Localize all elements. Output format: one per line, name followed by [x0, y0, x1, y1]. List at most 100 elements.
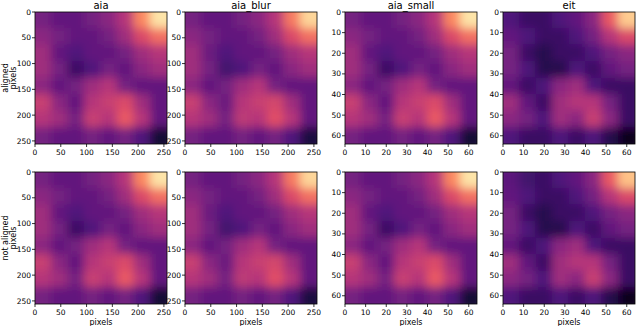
- cell: [411, 287, 429, 304]
- cell: [300, 188, 317, 206]
- cell: [460, 78, 477, 96]
- cell: [585, 238, 603, 256]
- y-tick: [32, 300, 35, 301]
- cell: [503, 172, 520, 189]
- cell: [394, 271, 412, 289]
- y-tick-label: 0: [26, 8, 31, 17]
- cell: [218, 111, 236, 129]
- y-tick: [342, 172, 345, 173]
- cell: [585, 94, 603, 112]
- cell: [300, 205, 317, 223]
- cell: [134, 188, 152, 206]
- cell: [117, 238, 135, 256]
- cell: [101, 28, 119, 46]
- plot-area: [185, 12, 317, 144]
- y-tick: [32, 197, 35, 198]
- cell: [552, 205, 570, 223]
- cell: [569, 94, 587, 112]
- cell: [251, 238, 269, 256]
- x-tick-label: 50: [56, 308, 66, 317]
- y-tick: [32, 172, 35, 173]
- panel: 01020304050600102030405060pixels: [489, 164, 640, 326]
- cell: [35, 127, 52, 144]
- cell: [234, 221, 252, 239]
- y-tick-label: 50: [331, 111, 341, 120]
- cell: [234, 111, 252, 129]
- cell: [234, 254, 252, 272]
- cell: [427, 78, 445, 96]
- cell: [68, 254, 86, 272]
- y-tick-label: 200: [17, 271, 32, 280]
- cell: [234, 271, 252, 289]
- y-tick: [500, 53, 503, 54]
- y-tick: [32, 115, 35, 116]
- x-tick: [112, 144, 113, 147]
- y-tick-label: 60: [331, 131, 341, 140]
- cell: [585, 28, 603, 46]
- cell: [427, 61, 445, 79]
- cell: [602, 78, 620, 96]
- cell: [35, 221, 52, 239]
- cell: [201, 61, 219, 79]
- y-tick-label: 40: [331, 250, 341, 259]
- cell: [117, 111, 135, 129]
- y-tick: [500, 275, 503, 276]
- cell: [84, 221, 102, 239]
- x-tick-label: 30: [402, 148, 412, 157]
- x-tick-label: 0: [33, 148, 38, 157]
- cell: [394, 127, 412, 144]
- cell: [585, 254, 603, 272]
- cell: [602, 94, 620, 112]
- cell: [117, 221, 135, 239]
- y-tick-label: 30: [331, 69, 341, 78]
- cell: [185, 78, 202, 96]
- cell: [460, 45, 477, 63]
- cell: [218, 28, 236, 46]
- y-tick-label: 40: [489, 250, 499, 259]
- y-tick-label: 0: [176, 8, 181, 17]
- cell: [503, 61, 520, 79]
- cell: [427, 12, 445, 29]
- cell: [460, 221, 477, 239]
- cell: [284, 221, 302, 239]
- y-tick-label: 20: [331, 209, 341, 218]
- cell: [84, 28, 102, 46]
- x-label: pixels: [399, 318, 422, 326]
- y-tick: [32, 249, 35, 250]
- cell: [536, 238, 554, 256]
- cell: [345, 94, 362, 112]
- x-tick-label: 10: [519, 308, 529, 317]
- panel: 01020304050600102030405060eit: [489, 0, 640, 157]
- cell: [378, 111, 396, 129]
- x-tick: [138, 304, 139, 307]
- x-tick-label: 100: [79, 308, 94, 317]
- x-tick-label: 10: [361, 308, 371, 317]
- cell: [361, 28, 379, 46]
- title: aia_blur: [231, 0, 271, 12]
- cell: [602, 238, 620, 256]
- cell: [552, 172, 570, 189]
- y-tick-label: 50: [489, 111, 499, 120]
- x-tick-label: 0: [501, 148, 506, 157]
- cell: [284, 78, 302, 96]
- cell: [117, 12, 135, 29]
- cell: [618, 78, 635, 96]
- cell: [134, 61, 152, 79]
- cell: [251, 188, 269, 206]
- cell: [117, 94, 135, 112]
- cell: [519, 78, 537, 96]
- cell: [552, 12, 570, 29]
- x-tick: [626, 144, 627, 147]
- cell: [68, 287, 86, 304]
- cell: [519, 271, 537, 289]
- cell: [411, 271, 429, 289]
- cell: [117, 287, 135, 304]
- cell: [201, 254, 219, 272]
- x-tick-label: 50: [56, 148, 66, 157]
- cell: [394, 94, 412, 112]
- frame: [345, 12, 477, 144]
- cell: [51, 78, 69, 96]
- cell: [552, 45, 570, 63]
- cell: [602, 205, 620, 223]
- cell: [267, 127, 285, 144]
